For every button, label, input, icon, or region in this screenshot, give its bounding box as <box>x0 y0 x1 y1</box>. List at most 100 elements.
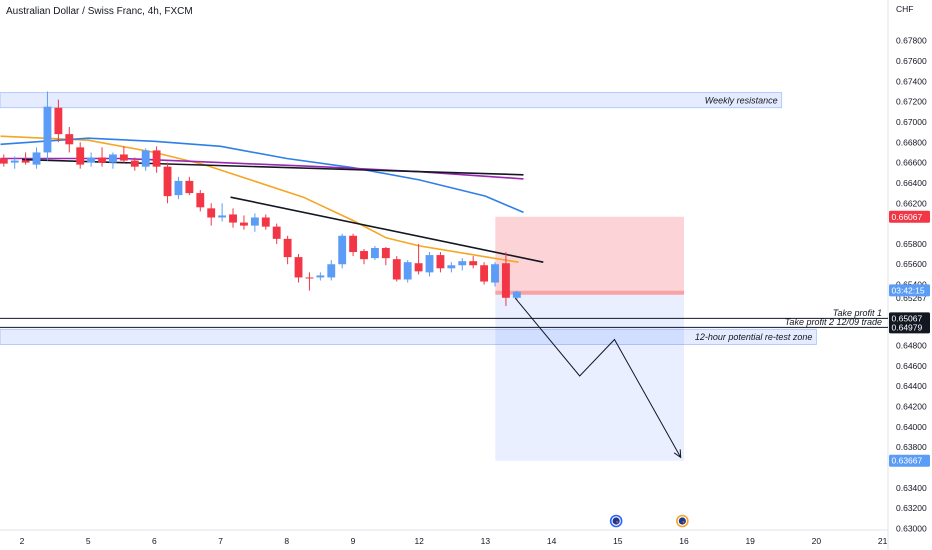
candle-body <box>174 180 183 196</box>
price-tick-label: 0.65800 <box>896 239 927 249</box>
candle-body <box>360 251 368 260</box>
candle-body <box>43 106 52 153</box>
candle-body <box>119 154 128 161</box>
candle-body <box>87 157 96 163</box>
candle-body <box>501 263 510 298</box>
price-badge[interactable] <box>889 454 930 467</box>
candle-body <box>349 235 358 253</box>
au-flag-icon-dot <box>682 520 685 524</box>
candle-body <box>54 107 63 135</box>
price-tick-label: 0.63800 <box>896 442 927 452</box>
candle-body <box>381 247 390 259</box>
price-tick-label: 0.64400 <box>896 381 927 391</box>
candles <box>0 91 521 306</box>
currency-label: CHF <box>896 4 913 14</box>
time-tick-label: 14 <box>547 536 557 546</box>
projection-arrowhead <box>673 449 682 459</box>
time-tick-label: 12 <box>414 536 424 546</box>
price-tick-label: 0.64800 <box>896 341 927 351</box>
price-tick-label: 0.66800 <box>896 137 927 147</box>
candle-body <box>196 193 205 208</box>
candle-body <box>458 261 467 266</box>
candle-body <box>491 264 499 283</box>
candle-body <box>163 166 172 197</box>
time-tick-label: 2 <box>20 536 25 546</box>
zone-rect <box>0 328 817 345</box>
time-tick-label: 15 <box>613 536 623 546</box>
price-badge-label: 0.64979 <box>892 322 923 332</box>
candle-body <box>512 291 521 298</box>
price-badge-label: 0.63667 <box>892 456 923 466</box>
price-tick-label: 0.65267 <box>896 293 927 303</box>
price-tick-label: 0.65600 <box>896 259 927 269</box>
time-tick-label: 19 <box>745 536 755 546</box>
price-badge-label: 03:42:15 <box>892 285 925 295</box>
candle-body <box>0 158 8 164</box>
time-tick-label: 9 <box>351 536 356 546</box>
candle-body <box>130 160 139 167</box>
price-tick-label: 0.63000 <box>896 524 927 534</box>
au-flag-icon <box>612 517 620 525</box>
candle-body <box>436 255 445 269</box>
time-tick-label: 16 <box>679 536 689 546</box>
price-tick-label: 0.67000 <box>896 117 927 127</box>
price-badge-label: 0.65067 <box>892 313 923 323</box>
level-label: Take profit 2 12/09 trade <box>785 317 882 327</box>
time-tick-label: 7 <box>218 536 223 546</box>
candle-body <box>480 265 489 282</box>
candle-body <box>305 277 314 279</box>
time-axis[interactable]: 2 5 6 7 8 9 12 13 14 15 16 19 20 21 <box>20 536 888 546</box>
moving-average-line <box>0 135 519 263</box>
time-tick-label: 8 <box>284 536 289 546</box>
candle-body <box>240 222 248 226</box>
level-label: Take profit 1 <box>833 308 882 318</box>
candle-body <box>294 257 303 278</box>
price-badge[interactable] <box>889 284 930 297</box>
position-tool[interactable] <box>495 216 684 461</box>
price-tick-label: 0.66200 <box>896 198 927 208</box>
zone-label: 12-hour potential re-test zone <box>695 332 813 342</box>
candle-body <box>425 255 434 273</box>
candle-body <box>76 147 85 165</box>
price-badge[interactable] <box>889 210 930 223</box>
price-tick-label: 0.67800 <box>896 36 927 46</box>
candle-body <box>250 217 259 226</box>
trendline[interactable] <box>230 196 544 263</box>
target-zone[interactable] <box>495 292 684 461</box>
price-axis[interactable]: CHF 0.67800 0.67600 0.67400 0.67200 0.67000 0.… <box>889 4 930 534</box>
price-tick-label: 0.67400 <box>896 76 927 86</box>
candle-body <box>207 208 216 218</box>
candle-body <box>371 247 379 259</box>
candle-body <box>403 262 412 280</box>
candle-body <box>338 235 347 265</box>
price-badge[interactable] <box>889 321 930 334</box>
candle-body <box>152 150 161 167</box>
time-tick-label: 20 <box>812 536 822 546</box>
au-flag-icon-dot <box>616 520 619 524</box>
events[interactable] <box>609 514 689 528</box>
candle-body <box>316 275 325 278</box>
time-tick-label: 6 <box>152 536 157 546</box>
projection-line[interactable] <box>514 297 682 458</box>
projection-path[interactable] <box>514 297 682 459</box>
chart-title: Australian Dollar / Swiss Franc, 4h, FXC… <box>6 6 193 17</box>
price-tick-label: 0.64200 <box>896 402 927 412</box>
zones: Weekly resistance 12-hour potential re-te… <box>0 92 817 345</box>
candle-body <box>283 238 292 258</box>
candle-body <box>98 157 106 163</box>
price-tick-label: 0.63200 <box>896 503 927 513</box>
time-tick-label: 21 <box>878 536 888 546</box>
stop-zone[interactable] <box>495 216 684 293</box>
candle-body <box>447 265 456 269</box>
candle-body <box>229 214 237 223</box>
candle-body <box>109 154 117 163</box>
time-tick-label: 13 <box>481 536 491 546</box>
zone-rect <box>0 92 783 109</box>
candle-body <box>218 215 227 218</box>
candle-body <box>327 264 336 278</box>
price-tick-label: 0.64600 <box>896 361 927 371</box>
